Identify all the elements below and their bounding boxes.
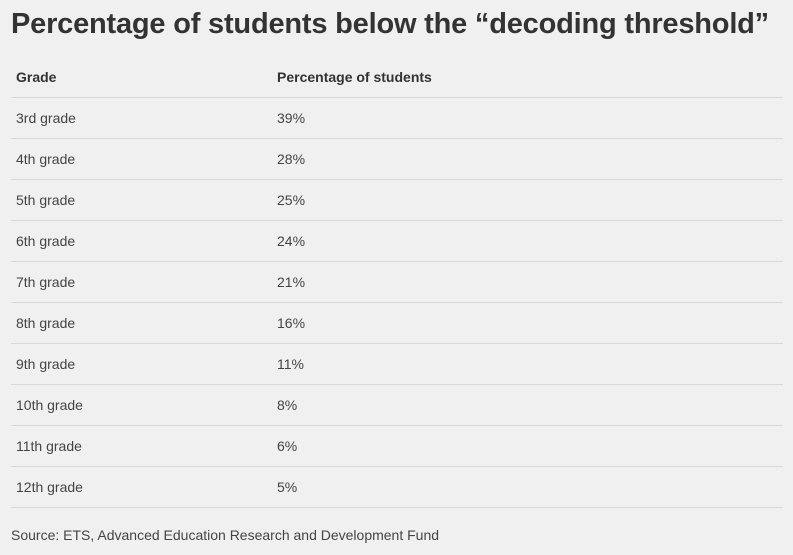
header-row: Grade Percentage of students — [11, 57, 783, 98]
table-row: 8th grade 16% — [11, 302, 783, 344]
table-cell: 5% — [272, 466, 783, 508]
column-header: Percentage of students — [272, 57, 783, 98]
table-cell: 21% — [272, 261, 783, 303]
table-cell: 12th grade — [11, 466, 272, 508]
table-cell: 39% — [272, 97, 783, 139]
table-row: 9th grade 11% — [11, 343, 783, 385]
table-cell: 5th grade — [11, 179, 272, 221]
table-row: 4th grade 28% — [11, 138, 783, 180]
table-cell: 6% — [272, 425, 783, 467]
table-row: 5th grade 25% — [11, 179, 783, 221]
title: Percentage of students below the “decodi… — [11, 8, 769, 40]
column-header: Grade — [11, 57, 272, 98]
table-cell: 11% — [272, 343, 783, 385]
table-cell: 28% — [272, 138, 783, 180]
table-cell: 8% — [272, 384, 783, 426]
table-row: 12th grade 5% — [11, 466, 783, 508]
table-cell: 8th grade — [11, 302, 272, 344]
table-row: 6th grade 24% — [11, 220, 783, 262]
table-cell: 25% — [272, 179, 783, 221]
table-cell: 7th grade — [11, 261, 272, 303]
table-cell: 9th grade — [11, 343, 272, 385]
table-row: 7th grade 21% — [11, 261, 783, 303]
table-row: 10th grade 8% — [11, 384, 783, 426]
table-cell: 6th grade — [11, 220, 272, 262]
source: Source: ETS, Advanced Education Research… — [11, 527, 440, 543]
table-cell: 10th grade — [11, 384, 272, 426]
table-cell: 3rd grade — [11, 97, 272, 139]
table-cell: 16% — [272, 302, 783, 344]
table-cell: 4th grade — [11, 138, 272, 180]
table-row: 11th grade 6% — [11, 425, 783, 467]
data-table: Grade Percentage of students 3rd grade 39%… — [11, 57, 783, 508]
table-cell: 11th grade — [11, 425, 272, 467]
table-row: 3rd grade 39% — [11, 97, 783, 139]
table-cell: 24% — [272, 220, 783, 262]
